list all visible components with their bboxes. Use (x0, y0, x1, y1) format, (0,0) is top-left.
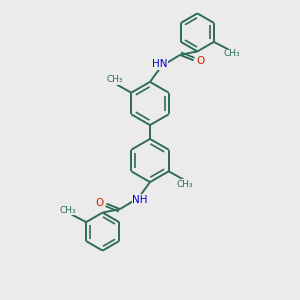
Text: O: O (96, 198, 104, 208)
Text: O: O (196, 56, 204, 66)
Text: CH₃: CH₃ (106, 75, 123, 84)
Text: HN: HN (152, 59, 168, 69)
Text: CH₃: CH₃ (224, 50, 240, 58)
Text: CH₃: CH₃ (60, 206, 76, 214)
Text: NH: NH (132, 195, 148, 205)
Text: CH₃: CH₃ (177, 180, 194, 189)
